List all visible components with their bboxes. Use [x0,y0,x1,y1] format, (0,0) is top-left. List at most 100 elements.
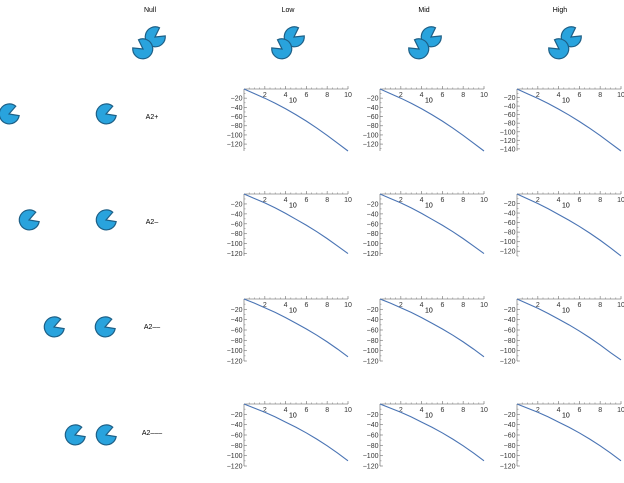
y-tick-label: −20 [504,412,516,419]
y-tick-label: −60 [504,112,516,119]
x-tick-label: 10 [480,407,488,414]
x-tick-label: 2 [399,197,403,204]
x-tick-label: 2 [536,197,540,204]
y-tick-label: −60 [231,433,243,440]
y-tick-label: −120 [363,142,379,149]
series-line [243,298,349,358]
y-tick-label: −120 [500,359,516,366]
y-tick-label: −120 [500,249,516,256]
y-tick-label: −120 [227,251,243,258]
y-tick-label: −20 [367,201,379,208]
y-tick-label: −60 [504,328,516,335]
x-tick-label: 4 [557,302,561,309]
y-tick-label: −80 [231,231,243,238]
x-tick-label: 4 [284,92,288,99]
series-line [516,403,622,462]
y-tick-label: −140 [500,146,516,153]
chart-0: 2 4 6 8 10 −20 −40 −60 −80 −100 −120 10 [227,86,352,152]
x-tick-label: 10 [617,92,624,99]
x-tick-label: 6 [304,407,308,414]
x-tick-label: 6 [304,302,308,309]
chart-4: 2 4 6 8 10 −20 −40 −60 −80 −100 −120 10 [363,191,488,258]
y-tick-label: −80 [504,338,516,345]
y-tick-label: −100 [227,241,243,248]
y-tick-label: −120 [500,138,516,145]
y-tick-label: −60 [367,433,379,440]
y-tick-label: −120 [227,359,243,366]
annotation-label: 10 [425,413,433,420]
y-tick-label: −100 [363,241,379,248]
x-tick-label: 8 [461,407,465,414]
chart-9: 2 4 6 8 10 −20 −40 −60 −80 −100 −120 10 [227,401,352,471]
y-tick-label: −80 [367,338,379,345]
x-tick-label: 8 [461,302,465,309]
y-tick-label: −60 [367,114,379,121]
x-tick-label: 8 [598,407,602,414]
series-line [379,298,485,358]
y-tick-label: −80 [504,230,516,237]
x-tick-label: 2 [263,92,267,99]
x-tick-label: 2 [399,302,403,309]
y-tick-label: −120 [227,464,243,471]
chart-3: 2 4 6 8 10 −20 −40 −60 −80 −100 −120 10 [227,191,352,258]
y-tick-label: −80 [367,123,379,130]
x-tick-label: 10 [480,197,488,204]
x-tick-label: 10 [617,197,624,204]
y-tick-label: −60 [231,114,243,121]
series-line [243,403,349,462]
y-tick-label: −20 [231,307,243,314]
x-tick-label: 8 [325,92,329,99]
y-tick-label: −60 [504,220,516,227]
x-tick-label: 2 [263,407,267,414]
x-tick-label: 2 [399,407,403,414]
y-tick-label: −100 [363,348,379,355]
x-tick-label: 6 [440,92,444,99]
y-tick-label: −100 [500,129,516,136]
annotation-label: 10 [289,98,297,105]
y-tick-label: −20 [504,95,516,102]
chart-1: 2 4 6 8 10 −20 −40 −60 −80 −100 −120 10 [363,86,488,152]
annotation-label: 10 [289,308,297,315]
y-tick-label: −40 [231,105,243,112]
x-tick-label: 6 [577,302,581,309]
x-tick-label: 6 [440,302,444,309]
x-tick-label: 10 [344,92,352,99]
series-line [379,403,485,462]
y-tick-label: −120 [500,464,516,471]
x-tick-label: 4 [420,197,424,204]
y-tick-label: −120 [227,142,243,149]
x-tick-label: 10 [480,302,488,309]
x-tick-label: 10 [617,302,624,309]
header-mid: Mid [418,7,430,14]
x-tick-label: 8 [461,92,465,99]
x-tick-label: 4 [284,407,288,414]
annotation-label: 10 [562,203,570,210]
y-tick-label: −40 [231,422,243,429]
y-tick-label: −100 [227,132,243,139]
annotation-label: 10 [425,98,433,105]
series-line [379,88,485,152]
chart-6: 2 4 6 8 10 −20 −40 −60 −80 −100 −120 10 [227,296,352,366]
y-tick-label: −60 [504,433,516,440]
x-tick-label: 10 [344,302,352,309]
x-tick-label: 4 [420,302,424,309]
y-tick-label: −100 [500,348,516,355]
chart-10: 2 4 6 8 10 −20 −40 −60 −80 −100 −120 10 [363,401,488,471]
chart-11: 2 4 6 8 10 −20 −40 −60 −80 −100 −120 10 [500,401,624,471]
y-tick-label: −40 [231,317,243,324]
y-tick-label: −80 [231,338,243,345]
series-line [516,193,622,257]
y-tick-label: −60 [231,328,243,335]
y-tick-label: −40 [367,211,379,218]
x-tick-label: 6 [577,407,581,414]
y-tick-label: −120 [363,359,379,366]
y-tick-label: −60 [367,328,379,335]
row-label-2: A2– [145,219,159,226]
series-line [516,88,622,152]
y-tick-label: −40 [504,422,516,429]
x-tick-label: 8 [598,197,602,204]
y-tick-label: −20 [231,96,243,103]
x-tick-label: 4 [420,407,424,414]
y-tick-label: −60 [231,221,243,228]
